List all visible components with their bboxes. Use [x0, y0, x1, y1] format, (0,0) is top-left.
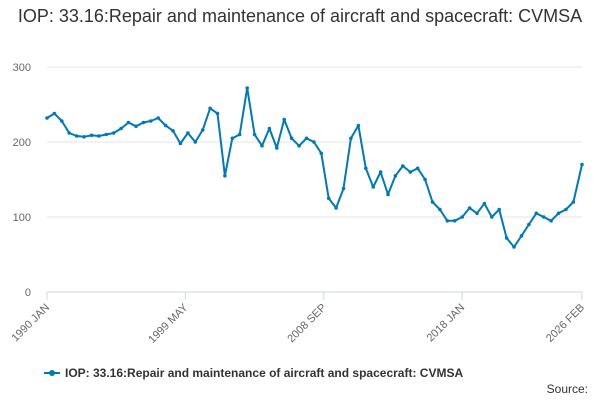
data-point [341, 186, 346, 191]
data-point [415, 166, 420, 171]
data-point [527, 222, 531, 227]
data-point [512, 245, 516, 249]
data-point [67, 131, 71, 135]
data-point [334, 206, 338, 210]
data-point [82, 135, 86, 139]
data-point [297, 144, 301, 148]
data-point [452, 219, 457, 223]
data-point [460, 215, 465, 219]
x-axis: 1990 JAN 1999 MAY 2008 SEP 2018 JAN 2026 FEB [9, 292, 587, 346]
data-point [564, 207, 568, 212]
data-point [282, 117, 287, 122]
y-tick-label: 100 [13, 212, 31, 224]
data-point [208, 106, 212, 111]
data-point [319, 151, 324, 156]
data-point [541, 215, 546, 219]
data-point [371, 185, 376, 189]
x-tick-label: 1990 JAN [9, 302, 52, 345]
data-point [549, 219, 553, 223]
data-point [304, 136, 309, 141]
data-point [275, 146, 279, 150]
data-point [171, 129, 175, 133]
data-point [534, 211, 539, 216]
chart-title: IOP: 33.16:Repair and maintenance of air… [17, 6, 583, 26]
data-point [364, 166, 368, 171]
data-point [245, 86, 249, 90]
data-point [45, 116, 49, 120]
data-point [326, 196, 331, 201]
data-point [252, 132, 257, 137]
data-point [504, 236, 509, 240]
data-point [186, 131, 190, 135]
x-tick-label: 2026 FEB [544, 302, 587, 345]
data-point [193, 140, 198, 144]
data-point [438, 207, 442, 212]
data-point [237, 132, 242, 137]
data-point [312, 140, 316, 144]
y-axis: 0 100 200 300 [13, 62, 31, 299]
data-point [393, 174, 398, 178]
y-tick-label: 200 [13, 137, 31, 149]
data-point [445, 219, 450, 223]
legend[interactable]: IOP: 33.16:Repair and maintenance of air… [44, 366, 463, 380]
data-point [580, 162, 584, 167]
data-point [97, 134, 101, 138]
data-point [490, 215, 494, 219]
data-point [378, 170, 383, 174]
data-point [497, 207, 502, 212]
data-point [111, 131, 116, 135]
data-point [141, 120, 146, 125]
data-point [482, 201, 487, 206]
data-point [223, 174, 227, 178]
data-point [401, 164, 405, 168]
y-gridlines [47, 66, 582, 293]
data-point [156, 116, 160, 120]
y-tick-label: 300 [13, 62, 31, 74]
x-tick-label: 2008 SEP [285, 302, 329, 346]
data-point [126, 120, 131, 125]
data-point [163, 123, 168, 128]
data-point [571, 200, 576, 204]
x-tick-label: 1999 MAY [146, 301, 191, 346]
data-point [475, 211, 479, 216]
data-point [89, 133, 94, 138]
data-point [178, 141, 183, 146]
plot-area [45, 86, 584, 249]
data-point [60, 119, 64, 123]
data-point [134, 124, 138, 129]
data-point [349, 136, 353, 141]
legend-series-label: IOP: 33.16:Repair and maintenance of air… [65, 366, 464, 380]
data-point [200, 128, 205, 132]
data-point [356, 123, 361, 128]
legend-series-swatch [44, 369, 60, 377]
data-point [104, 132, 109, 137]
source-label: Source: [546, 382, 588, 396]
data-point [289, 136, 294, 141]
data-point [215, 111, 220, 116]
data-point [467, 206, 472, 210]
data-point [386, 192, 390, 197]
data-point [430, 200, 435, 204]
data-point [408, 170, 413, 174]
data-point [519, 234, 524, 238]
data-point [119, 126, 123, 131]
data-point [74, 134, 79, 138]
data-point [267, 126, 272, 131]
data-point [423, 177, 427, 182]
data-point [260, 144, 264, 148]
data-point [149, 119, 153, 123]
y-tick-label: 0 [25, 287, 31, 299]
x-tick-label: 2018 JAN [425, 302, 468, 345]
data-point [52, 111, 57, 116]
data-point [230, 136, 235, 141]
series-line [46, 87, 583, 248]
data-point [556, 211, 561, 216]
